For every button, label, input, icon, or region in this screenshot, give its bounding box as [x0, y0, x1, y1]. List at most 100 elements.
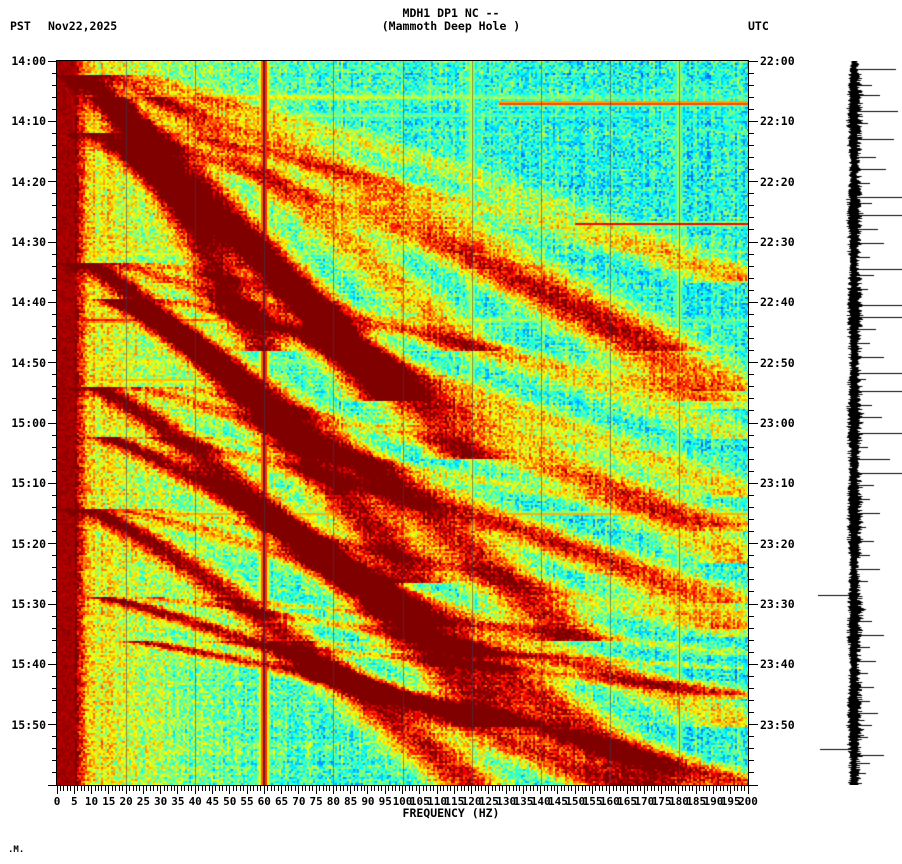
freq-tick-major: [695, 786, 697, 794]
spectrogram-plot[interactable]: [57, 61, 748, 785]
tick-major: [749, 543, 758, 545]
freq-tick-minor: [744, 786, 746, 791]
freq-tick-minor: [191, 786, 193, 791]
tick-minor: [52, 579, 57, 581]
freq-tick-label: 175: [651, 795, 672, 808]
tick-minor: [52, 434, 57, 436]
freq-tick-minor: [578, 786, 580, 791]
freq-tick-major: [419, 786, 421, 794]
freq-tick-minor: [374, 786, 376, 791]
freq-tick-label: 90: [361, 795, 375, 808]
tick-minor: [52, 132, 57, 134]
freq-tick-minor: [149, 786, 151, 791]
freq-tick-major: [194, 786, 196, 794]
tick-major: [48, 603, 57, 605]
freq-tick-minor: [426, 786, 428, 791]
tick-minor: [52, 289, 57, 291]
freq-tick-minor: [740, 786, 742, 791]
tick-minor: [52, 253, 57, 255]
freq-tick-minor: [484, 786, 486, 791]
tick-minor: [749, 72, 754, 74]
freq-tick-major: [73, 786, 75, 794]
freq-tick-label: 170: [634, 795, 655, 808]
freq-tick-minor: [536, 786, 538, 791]
freq-tick-major: [177, 786, 179, 794]
freq-tick-major: [125, 786, 127, 794]
freq-tick-label: 70: [292, 795, 306, 808]
freq-tick-minor: [457, 786, 459, 791]
freq-tick-label: 165: [617, 795, 637, 808]
tick-minor: [52, 675, 57, 677]
freq-tick-minor: [325, 786, 327, 791]
freq-tick-major: [350, 786, 352, 794]
freq-tick-label: 30: [154, 795, 168, 808]
freq-tick-minor: [595, 786, 597, 791]
freq-tick-minor: [467, 786, 469, 791]
tick-minor: [52, 639, 57, 641]
freq-tick-major: [522, 786, 524, 794]
freq-tick-minor: [198, 786, 200, 791]
freq-tick-minor: [581, 786, 583, 791]
freq-tick-major: [592, 786, 594, 794]
station-subtitle: (Mammoth Deep Hole ): [381, 19, 521, 33]
time-tick-label: 14:00: [11, 54, 46, 68]
time-tick-label: 22:50: [760, 355, 795, 370]
freq-tick-minor: [232, 786, 234, 791]
tick-minor: [749, 84, 754, 86]
freq-tick-minor: [201, 786, 203, 791]
tick-major: [48, 301, 57, 303]
freq-tick-minor: [723, 786, 725, 791]
tick-minor: [749, 169, 754, 171]
freq-tick-label: 65: [274, 795, 289, 808]
tick-minor: [52, 193, 57, 195]
freq-tick-minor: [205, 786, 207, 791]
freq-tick-major: [384, 786, 386, 794]
tick-minor: [52, 446, 57, 448]
tick-major: [749, 603, 758, 605]
time-tick-label: 23:30: [760, 597, 795, 611]
tick-minor: [52, 374, 57, 376]
tick-minor: [749, 205, 754, 207]
freq-tick-minor: [509, 786, 511, 791]
freq-tick-major: [678, 786, 680, 794]
freq-tick-major: [574, 786, 576, 794]
tick-major: [749, 241, 758, 243]
freq-tick-minor: [702, 786, 704, 791]
tick-minor: [749, 193, 754, 195]
freq-tick-minor: [215, 786, 217, 791]
freq-tick-minor: [733, 786, 735, 791]
freq-tick-minor: [685, 786, 687, 791]
freq-tick-minor: [623, 786, 625, 791]
tick-minor: [749, 772, 754, 774]
freq-tick-minor: [567, 786, 569, 791]
time-tick-label: 23:50: [760, 717, 795, 732]
tick-minor: [52, 350, 57, 352]
freq-tick-minor: [474, 786, 476, 791]
freq-tick-minor: [491, 786, 493, 791]
freq-tick-minor: [222, 786, 224, 791]
freq-tick-label: 80: [326, 795, 341, 808]
freq-tick-major: [747, 786, 749, 794]
freq-tick-major: [91, 786, 93, 794]
tick-minor: [52, 772, 57, 774]
tick-minor: [749, 591, 754, 593]
freq-tick-minor: [208, 786, 210, 791]
freq-tick-minor: [301, 786, 303, 791]
tick-minor: [52, 277, 57, 279]
freq-tick-label: 35: [171, 795, 185, 808]
freq-tick-minor: [395, 786, 397, 791]
freq-tick-minor: [571, 786, 573, 791]
freq-tick-minor: [357, 786, 359, 791]
freq-tick-label: 0: [53, 795, 61, 808]
tick-minor: [52, 651, 57, 653]
tick-major: [48, 181, 57, 183]
freq-tick-minor: [433, 786, 435, 791]
freq-tick-label: 190: [703, 795, 724, 808]
tick-minor: [749, 736, 754, 738]
freq-tick-minor: [636, 786, 638, 791]
freq-tick-minor: [305, 786, 307, 791]
time-tick-label: 15:10: [11, 476, 46, 491]
seismogram-canvas: [818, 61, 902, 785]
tick-major: [749, 301, 758, 303]
tick-minor: [749, 325, 754, 327]
